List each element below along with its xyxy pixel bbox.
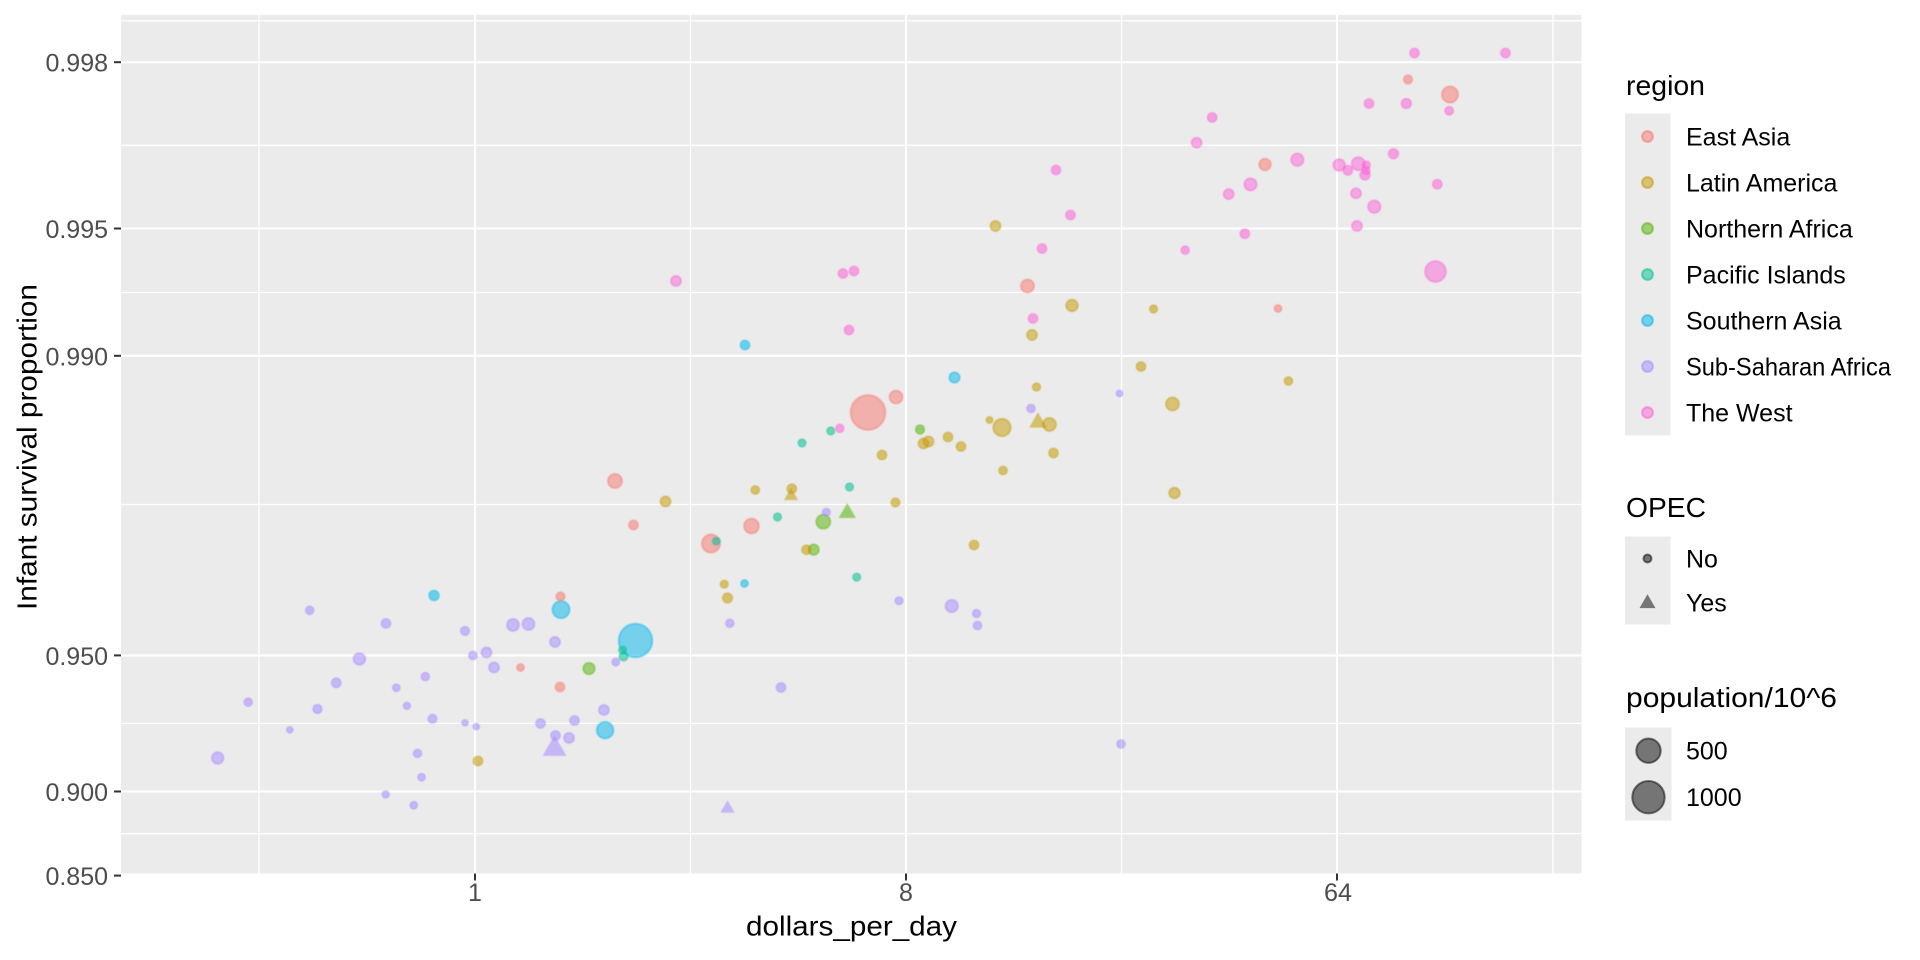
svg-text:OPEC: OPEC <box>1626 492 1706 523</box>
svg-text:region: region <box>1626 70 1705 101</box>
svg-text:1000: 1000 <box>1686 784 1742 812</box>
svg-text:0.900: 0.900 <box>45 779 108 807</box>
svg-text:Sub-Saharan Africa: Sub-Saharan Africa <box>1686 354 1891 382</box>
svg-text:Southern Asia: Southern Asia <box>1686 308 1842 336</box>
svg-text:8: 8 <box>899 879 913 907</box>
svg-text:dollars_per_day: dollars_per_day <box>746 911 957 942</box>
svg-text:Yes: Yes <box>1686 590 1727 618</box>
svg-text:Pacific Islands: Pacific Islands <box>1686 262 1846 290</box>
svg-text:500: 500 <box>1686 738 1728 766</box>
svg-text:East Asia: East Asia <box>1686 124 1790 152</box>
svg-text:0.990: 0.990 <box>45 343 108 371</box>
svg-text:Latin America: Latin America <box>1686 170 1838 198</box>
svg-text:0.950: 0.950 <box>45 643 108 671</box>
svg-text:population/10^6: population/10^6 <box>1626 682 1837 713</box>
svg-text:The West: The West <box>1686 400 1793 428</box>
svg-text:0.995: 0.995 <box>45 216 108 244</box>
svg-text:64: 64 <box>1324 879 1352 907</box>
svg-text:Infant survival proportion: Infant survival proportion <box>12 284 43 610</box>
svg-text:No: No <box>1686 546 1718 574</box>
svg-text:0.850: 0.850 <box>45 863 108 891</box>
svg-text:0.998: 0.998 <box>45 50 108 78</box>
svg-text:Northern Africa: Northern Africa <box>1686 216 1853 244</box>
svg-text:1: 1 <box>468 879 482 907</box>
